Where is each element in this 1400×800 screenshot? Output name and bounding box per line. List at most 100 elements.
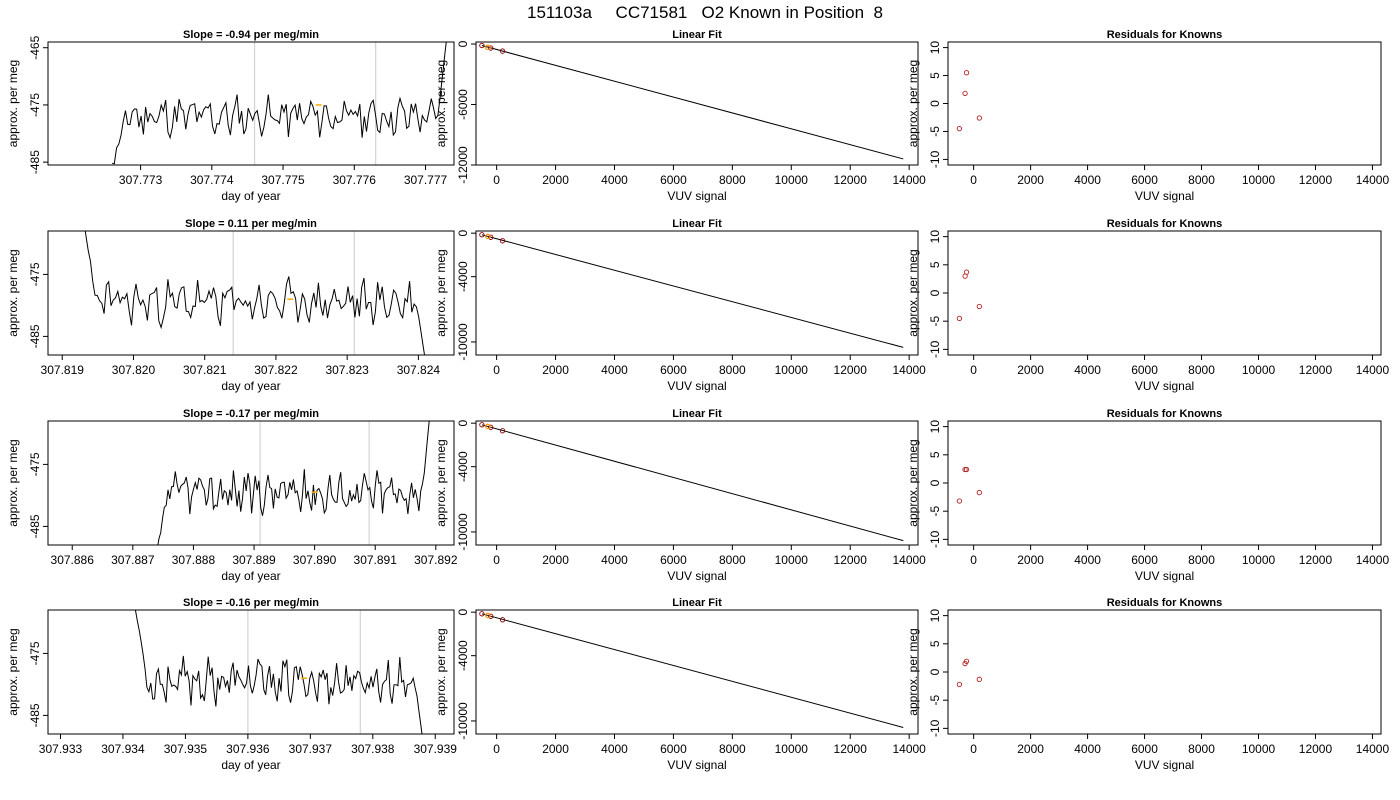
row3-residuals-xtick-label: 8000 [1188, 553, 1215, 567]
row3-timeseries-panel: Slope = -0.17 per meg/min 307.886 307.887 3… [6, 408, 458, 583]
row2-residuals-ytick-label: 0 [928, 289, 942, 296]
row4-fit-xtick-label: 2000 [542, 742, 569, 756]
row3-residuals-xtick-label: 6000 [1131, 553, 1158, 567]
row1-fit-xlabel: VUV signal [667, 189, 726, 203]
row4-residuals-xtick-label: 0 [970, 742, 977, 756]
row4-timeseries-trace-line [134, 610, 423, 734]
row3-fit-xtick-label: 4000 [601, 553, 628, 567]
row1-fit-plot-area [479, 42, 904, 160]
row4-residuals-ytick-label: 10 [928, 609, 942, 623]
row3-fit-ytick-label: 0 [456, 420, 470, 427]
row1-timeseries-frame [47, 41, 455, 166]
row3-fit-data-point [479, 422, 485, 428]
row3-timeseries-ytick-label: -485 [28, 514, 42, 538]
row2-residuals-frame [947, 230, 1382, 356]
row4-timeseries-xlabel: day of year [221, 758, 280, 772]
row2-residuals-ytick-label: -5 [928, 316, 942, 327]
row1-timeseries-trace-line [111, 42, 447, 165]
row4-timeseries-panel: Slope = -0.16 per meg/min 307.933 307.934 3… [6, 597, 457, 772]
row4-timeseries-ylabel: approx. per meg [6, 628, 20, 715]
row4-residuals-residual-point [956, 681, 963, 688]
row3-fit-data-point [488, 424, 494, 430]
row2-fit-ytick-label: 0 [456, 230, 470, 237]
row1-timeseries-ytick-label: -475 [28, 93, 42, 117]
row1-timeseries-title: Slope = -0.94 per meg/min [183, 29, 319, 41]
row1-timeseries-ylabel: approx. per meg [6, 60, 20, 147]
row2-residuals-plot-area [956, 269, 982, 322]
row2-residuals-residual-point [956, 315, 963, 322]
row2-fit-data-point [479, 232, 485, 238]
row3-residuals-ytick-label: 0 [928, 479, 942, 486]
figure-title: 151103a CC71581 O2 Known in Position 8 [527, 3, 883, 22]
row4-residuals-title: Residuals for Knowns [1107, 597, 1223, 609]
row4-residuals-ylabel: approx. per meg [906, 628, 920, 715]
row4-residuals-ytick-label: -10 [928, 719, 942, 737]
row4-residuals-residual-point [963, 658, 970, 664]
row1-fit-xtick-label: 12000 [834, 173, 868, 187]
row4-fit-xtick-label: 10000 [775, 742, 809, 756]
row2-timeseries-xtick-label: 307.822 [254, 363, 298, 377]
row3-residuals-ytick-label: -10 [928, 530, 942, 548]
row3-fit-xlabel: VUV signal [667, 569, 726, 583]
row1-fit-ytick-label: -6000 [456, 89, 470, 120]
row2-residuals-ylabel: approx. per meg [906, 249, 920, 336]
row3-timeseries-trace-line [157, 421, 430, 545]
panel-grid: Slope = -0.94 per meg/min 307.773 307.774 3… [6, 29, 1389, 772]
row3-fit-xtick-label: 12000 [834, 553, 868, 567]
row4-timeseries-xtick-label: 307.935 [164, 742, 208, 756]
row3-timeseries-xtick-label: 307.888 [172, 553, 216, 567]
row1-fit-xtick-label: 0 [493, 173, 500, 187]
row4-timeseries-frame [47, 609, 455, 735]
row1-timeseries-xtick-label: 307.775 [261, 173, 305, 187]
row1-residuals-ytick-label: -5 [928, 126, 942, 137]
row4-residuals-xtick-label: 12000 [1299, 742, 1333, 756]
row2-residuals-xtick-label: 0 [970, 363, 977, 377]
row2-residuals-xtick-label: 14000 [1356, 363, 1390, 377]
row3-residuals-xtick-label: 4000 [1074, 553, 1101, 567]
row2-residuals-xtick-label: 4000 [1074, 363, 1101, 377]
row4-residuals-ytick-label: -5 [928, 695, 942, 706]
row2-residuals-residual-point [963, 269, 970, 275]
row3-timeseries-plot-area [157, 421, 430, 545]
row4-fit-data-point [488, 613, 494, 619]
row4-residuals-xtick-label: 6000 [1131, 742, 1158, 756]
row2-fit-xtick-label: 10000 [775, 363, 809, 377]
row2-fit-ytick-label: -10000 [456, 323, 470, 361]
row3-timeseries-ylabel: approx. per meg [6, 439, 20, 526]
row4-fit-ytick-label: -4000 [456, 640, 470, 671]
row3-timeseries-title: Slope = -0.17 per meg/min [183, 408, 319, 420]
row1-timeseries-xtick-label: 307.773 [119, 173, 163, 187]
row2-residuals-xtick-label: 6000 [1131, 363, 1158, 377]
row3-residuals-ytick-label: 5 [928, 451, 942, 458]
row2-fit-title: Linear Fit [672, 218, 722, 230]
row3-residuals-title: Residuals for Knowns [1107, 408, 1223, 420]
row1-residuals-ytick-label: 5 [928, 72, 942, 79]
row3-residuals-xtick-label: 0 [970, 553, 977, 567]
row4-fit-xtick-label: 8000 [719, 742, 746, 756]
row4-fit-ylabel: approx. per meg [434, 628, 448, 715]
row4-fit-fit-line [481, 613, 904, 728]
row2-fit-frame [475, 230, 919, 356]
row1-residuals-frame [947, 41, 1382, 166]
row2-residuals-xtick-label: 8000 [1188, 363, 1215, 377]
row1-residuals-ytick-label: 10 [928, 41, 942, 55]
row4-timeseries-xtick-label: 307.937 [289, 742, 333, 756]
row2-timeseries-ytick-label: -485 [28, 324, 42, 348]
row4-fit-xtick-label: 6000 [660, 742, 687, 756]
row1-fit-data-point [488, 45, 494, 51]
row2-timeseries-frame [47, 230, 455, 356]
row4-fit-xtick-label: 4000 [601, 742, 628, 756]
row2-fit-xtick-label: 8000 [719, 363, 746, 377]
row3-residuals-xtick-label: 10000 [1242, 553, 1276, 567]
row3-fit-frame [475, 420, 919, 546]
row3-residuals-residual-point [956, 498, 963, 504]
row2-fit-ylabel: approx. per meg [434, 249, 448, 336]
row2-residuals-xtick-label: 12000 [1299, 363, 1333, 377]
row1-fit-ytick-label: 0 [456, 40, 470, 47]
row3-fit-ylabel: approx. per meg [434, 439, 448, 526]
row3-fit-xtick-label: 6000 [660, 553, 687, 567]
row1-timeseries-xtick-label: 307.777 [404, 173, 448, 187]
